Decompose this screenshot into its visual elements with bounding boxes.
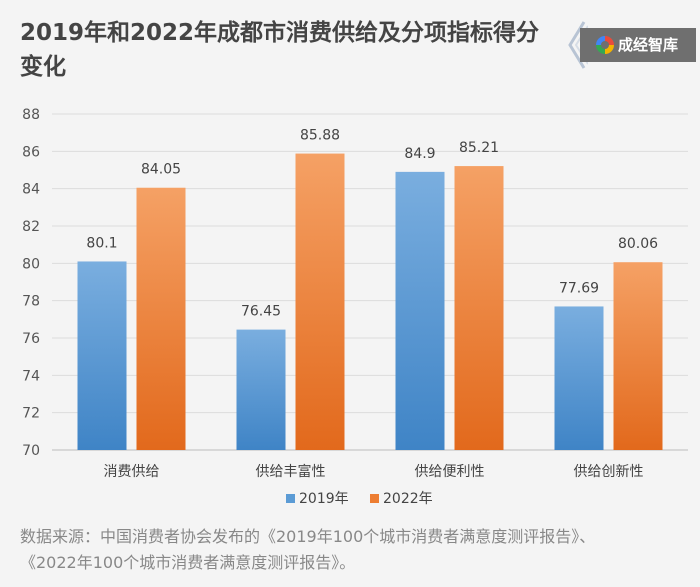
y-tick-label: 82 [22,219,40,235]
data-label: 80.06 [618,236,658,252]
x-tick-label: 供给丰富性 [256,463,326,480]
y-tick-label: 80 [22,256,40,272]
y-tick-label: 86 [22,144,40,160]
bar [136,187,186,450]
y-tick-label: 74 [22,368,40,384]
data-label: 85.21 [459,140,499,156]
bar [77,261,127,450]
y-tick-label: 88 [22,107,40,123]
data-source-note: 数据来源：中国消费者协会发布的《2019年100个城市消费者满意度测评报告》、 … [20,524,690,576]
bar [295,153,345,450]
y-tick-label: 78 [22,294,40,310]
data-label: 84.9 [404,146,435,162]
brand-badge: 成经智库 [566,20,696,70]
data-label: 77.69 [559,280,599,296]
legend-label: 2022年 [383,491,433,507]
source-line-2: 《2022年100个城市消费者满意度测评报告》。 [20,553,356,572]
chart-title: 2019年和2022年成都市消费供给及分项指标得分变化 [20,20,540,80]
bar [236,329,286,450]
bar [395,171,445,450]
y-tick-label: 70 [22,443,40,459]
y-tick-label: 76 [22,331,40,347]
bar-chart: 70 72 74 76 78 80 82 84 86 88 80.1 84.05 消费供给 76.45 85… [22,107,688,507]
brand-name: 成经智库 [618,36,679,54]
chengjing-logo-icon [596,36,614,54]
legend-swatch [286,494,295,503]
data-label: 85.88 [300,128,340,144]
data-label: 80.1 [86,235,117,251]
legend-swatch [370,494,379,503]
legend-label: 2019年 [299,491,349,507]
source-line-1: 数据来源：中国消费者协会发布的《2019年100个城市消费者满意度测评报告》、 [20,527,596,546]
data-label: 76.45 [241,304,281,320]
x-tick-label: 供给创新性 [574,464,644,480]
y-tick-label: 84 [22,182,40,198]
bar [454,166,504,450]
data-label: 84.05 [141,162,181,178]
x-tick-label: 消费供给 [104,464,160,480]
x-tick-label: 供给便利性 [415,464,485,480]
y-tick-label: 72 [22,406,40,422]
bar [613,262,663,450]
bar [554,306,604,450]
